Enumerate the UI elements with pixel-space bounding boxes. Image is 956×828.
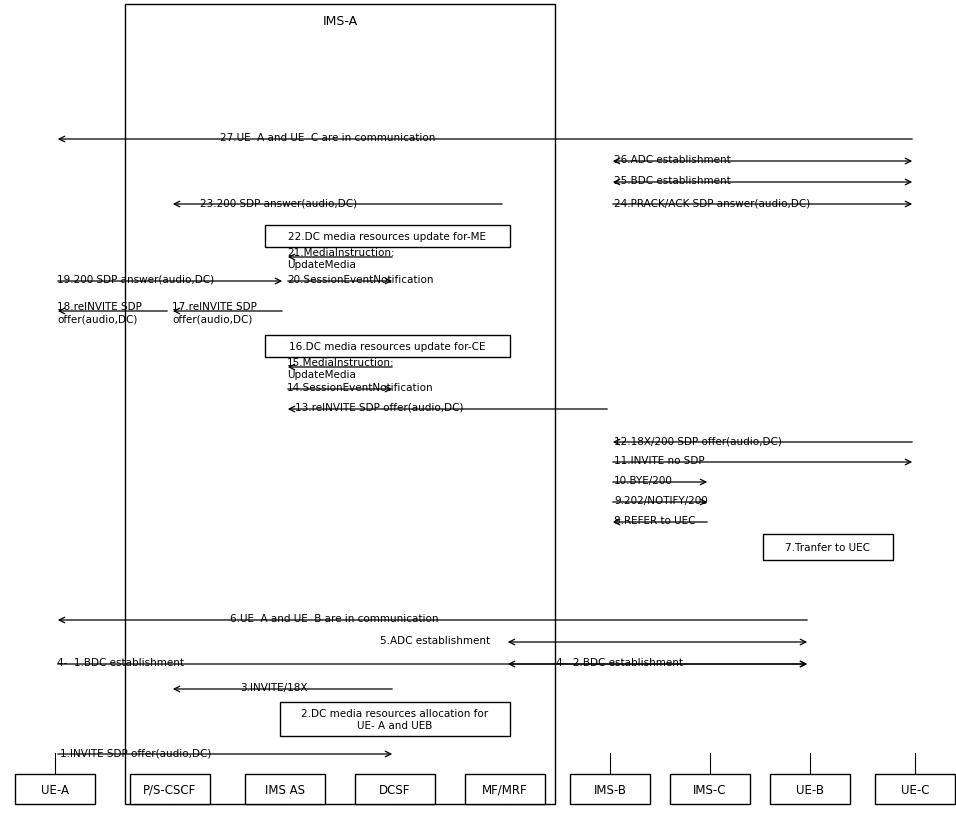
Text: 24.PRACK/ACK SDP answer(audio,DC): 24.PRACK/ACK SDP answer(audio,DC) (614, 198, 811, 208)
Text: 20.SessionEventNotification: 20.SessionEventNotification (287, 275, 433, 285)
Text: 7.Tranfer to UEC: 7.Tranfer to UEC (786, 542, 871, 552)
Text: DCSF: DCSF (380, 782, 411, 796)
Text: 11.INVITE no SDP: 11.INVITE no SDP (614, 455, 705, 465)
Text: 4-  2.BDC establishment: 4- 2.BDC establishment (556, 657, 683, 667)
Text: 2.DC media resources allocation for
UE- A and UEB: 2.DC media resources allocation for UE- … (301, 708, 489, 730)
Text: 23.200 SDP answer(audio,DC): 23.200 SDP answer(audio,DC) (200, 198, 358, 208)
Text: 19.200 SDP answer(audio,DC): 19.200 SDP answer(audio,DC) (57, 275, 214, 285)
Bar (355, 774, 435, 804)
Text: 27.UE  A and UE  C are in communication: 27.UE A and UE C are in communication (220, 132, 435, 142)
Text: 1.INVITE SDP offer(audio,DC): 1.INVITE SDP offer(audio,DC) (60, 747, 211, 757)
Text: UE-A: UE-A (41, 782, 69, 796)
Text: 16.DC media resources update for-CE: 16.DC media resources update for-CE (290, 342, 486, 352)
Text: 22.DC media resources update for-ME: 22.DC media resources update for-ME (289, 232, 487, 242)
Bar (265, 335, 510, 358)
Text: P/S-CSCF: P/S-CSCF (143, 782, 197, 796)
Text: 13.reINVITE SDP offer(audio,DC): 13.reINVITE SDP offer(audio,DC) (295, 402, 464, 412)
Bar (130, 774, 210, 804)
Text: 12.18X/200 SDP offer(audio,DC): 12.18X/200 SDP offer(audio,DC) (614, 436, 782, 445)
Text: UE-B: UE-B (796, 782, 824, 796)
Text: 5.ADC establishment: 5.ADC establishment (380, 635, 490, 645)
Text: 10.BYE/200: 10.BYE/200 (614, 475, 673, 485)
Bar (670, 774, 750, 804)
Bar (265, 226, 510, 248)
Text: 4-  1.BDC establishment: 4- 1.BDC establishment (57, 657, 184, 667)
Text: offer(audio,DC): offer(audio,DC) (57, 314, 138, 324)
Text: 26.ADC establishment: 26.ADC establishment (614, 155, 730, 165)
Text: UE-C: UE-C (901, 782, 929, 796)
Text: MF/MRF: MF/MRF (482, 782, 528, 796)
Bar (763, 534, 893, 561)
Text: 15.MediaInstruction:: 15.MediaInstruction: (287, 358, 395, 368)
Bar (465, 774, 545, 804)
Text: IMS AS: IMS AS (265, 782, 305, 796)
Text: 18.reINVITE SDP: 18.reINVITE SDP (57, 301, 141, 311)
Bar (770, 774, 850, 804)
Text: 21.MediaInstruction:: 21.MediaInstruction: (287, 248, 395, 258)
Bar (125, 5, 555, 804)
Text: UpdateMedia: UpdateMedia (287, 260, 356, 270)
Bar (570, 774, 650, 804)
Text: IMS-B: IMS-B (594, 782, 626, 796)
Text: 17.reINVITE SDP: 17.reINVITE SDP (172, 301, 257, 311)
Text: IMS-A: IMS-A (322, 15, 358, 28)
Bar (280, 702, 510, 736)
Text: UpdateMedia: UpdateMedia (287, 369, 356, 379)
Text: 25.BDC establishment: 25.BDC establishment (614, 176, 730, 185)
Text: 9.202/NOTIFY/200: 9.202/NOTIFY/200 (614, 495, 707, 505)
Text: 3.INVITE/18X: 3.INVITE/18X (240, 682, 308, 692)
Text: 8.REFER to UEC: 8.REFER to UEC (614, 515, 696, 525)
Text: offer(audio,DC): offer(audio,DC) (172, 314, 252, 324)
Bar (15, 774, 95, 804)
Text: IMS-C: IMS-C (693, 782, 727, 796)
Bar (875, 774, 955, 804)
Text: 14.SessionEventNotification: 14.SessionEventNotification (287, 383, 434, 392)
Text: 6.UE  A and UE  B are in communication: 6.UE A and UE B are in communication (230, 614, 439, 623)
Bar (245, 774, 325, 804)
